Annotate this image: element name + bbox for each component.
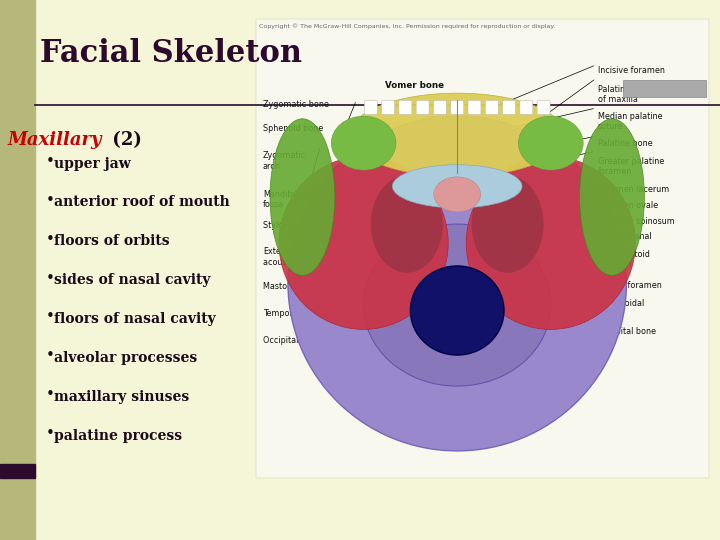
Ellipse shape bbox=[467, 157, 636, 329]
Text: Carotid canal: Carotid canal bbox=[598, 232, 651, 241]
Text: Median palatine
suture: Median palatine suture bbox=[598, 112, 662, 131]
Text: Zygomatic bone: Zygomatic bone bbox=[263, 100, 328, 109]
Text: Maxillary: Maxillary bbox=[7, 131, 102, 149]
Text: Copyright © The McGraw-Hill Companies, Inc. Permission required for reproduction: Copyright © The McGraw-Hill Companies, I… bbox=[259, 23, 555, 29]
Text: •: • bbox=[45, 193, 54, 208]
FancyBboxPatch shape bbox=[485, 100, 498, 114]
Ellipse shape bbox=[331, 116, 396, 170]
Text: floors of nasal cavity: floors of nasal cavity bbox=[54, 312, 216, 326]
Ellipse shape bbox=[433, 177, 481, 212]
Text: Palatine bone: Palatine bone bbox=[598, 139, 652, 148]
FancyBboxPatch shape bbox=[503, 100, 516, 114]
Ellipse shape bbox=[349, 93, 565, 177]
FancyBboxPatch shape bbox=[364, 100, 377, 114]
Text: Facial Skeleton: Facial Skeleton bbox=[40, 38, 302, 69]
Text: sides of nasal cavity: sides of nasal cavity bbox=[54, 273, 210, 287]
Ellipse shape bbox=[472, 176, 544, 273]
Text: (2): (2) bbox=[106, 131, 142, 149]
FancyBboxPatch shape bbox=[416, 100, 429, 114]
Ellipse shape bbox=[580, 119, 644, 275]
Ellipse shape bbox=[371, 176, 443, 273]
Text: •: • bbox=[45, 309, 54, 325]
Bar bbox=[256, 19, 709, 478]
Text: Mandibular
fossa: Mandibular fossa bbox=[263, 190, 308, 210]
Text: •: • bbox=[45, 232, 54, 247]
Text: Occipital condyle: Occipital condyle bbox=[263, 336, 333, 345]
FancyBboxPatch shape bbox=[382, 100, 395, 114]
Ellipse shape bbox=[518, 116, 583, 170]
Text: anterior roof of mouth: anterior roof of mouth bbox=[54, 195, 230, 210]
Text: •: • bbox=[45, 348, 54, 363]
Text: upper jaw: upper jaw bbox=[54, 157, 131, 171]
Text: •: • bbox=[45, 426, 54, 441]
Text: Foramen magnum: Foramen magnum bbox=[398, 421, 487, 430]
Text: palatine process: palatine process bbox=[54, 429, 182, 443]
Text: Greater palatine
foramen: Greater palatine foramen bbox=[598, 157, 664, 176]
Text: Mastold process: Mastold process bbox=[263, 282, 328, 292]
Text: Vomer bone: Vomer bone bbox=[385, 81, 444, 90]
Ellipse shape bbox=[279, 157, 448, 329]
FancyBboxPatch shape bbox=[468, 100, 481, 114]
Text: Occipital bone: Occipital bone bbox=[598, 327, 656, 336]
Text: •: • bbox=[45, 271, 54, 286]
Ellipse shape bbox=[364, 224, 551, 386]
Text: Foramen spinosum: Foramen spinosum bbox=[598, 217, 675, 226]
FancyBboxPatch shape bbox=[537, 100, 550, 114]
Text: Zygomatic
arch: Zygomatic arch bbox=[263, 151, 306, 171]
Text: Lambdoidal
suture: Lambdoidal suture bbox=[598, 299, 645, 318]
FancyBboxPatch shape bbox=[520, 100, 533, 114]
Text: •: • bbox=[45, 387, 54, 402]
Ellipse shape bbox=[392, 165, 522, 208]
Text: Incisive foramen: Incisive foramen bbox=[598, 66, 665, 75]
Text: Stylomastoid
foramen: Stylomastoid foramen bbox=[598, 250, 650, 269]
FancyBboxPatch shape bbox=[399, 100, 412, 114]
Ellipse shape bbox=[410, 266, 504, 355]
Text: Sphenoid bone: Sphenoid bone bbox=[263, 124, 323, 133]
Text: Jugular foramen: Jugular foramen bbox=[598, 281, 662, 290]
Text: Temporal bone: Temporal bone bbox=[263, 309, 323, 318]
FancyBboxPatch shape bbox=[451, 100, 464, 114]
Text: External
acoustic meatus: External acoustic meatus bbox=[263, 247, 329, 267]
Bar bbox=[0, 464, 35, 478]
Bar bbox=[623, 80, 706, 97]
Text: maxillary sinuses: maxillary sinuses bbox=[54, 390, 189, 404]
Text: Foramen lacerum: Foramen lacerum bbox=[598, 185, 669, 194]
Text: Palatine process
of maxilla: Palatine process of maxilla bbox=[598, 85, 663, 104]
Text: alveolar processes: alveolar processes bbox=[54, 351, 197, 365]
Text: •: • bbox=[45, 154, 54, 169]
Bar bbox=[0, 0, 35, 540]
FancyBboxPatch shape bbox=[433, 100, 446, 114]
Text: Foramen ovale: Foramen ovale bbox=[598, 201, 658, 210]
Text: Styloid process: Styloid process bbox=[263, 221, 324, 231]
Ellipse shape bbox=[288, 116, 626, 451]
Text: floors of orbits: floors of orbits bbox=[54, 234, 170, 248]
Ellipse shape bbox=[270, 119, 335, 275]
